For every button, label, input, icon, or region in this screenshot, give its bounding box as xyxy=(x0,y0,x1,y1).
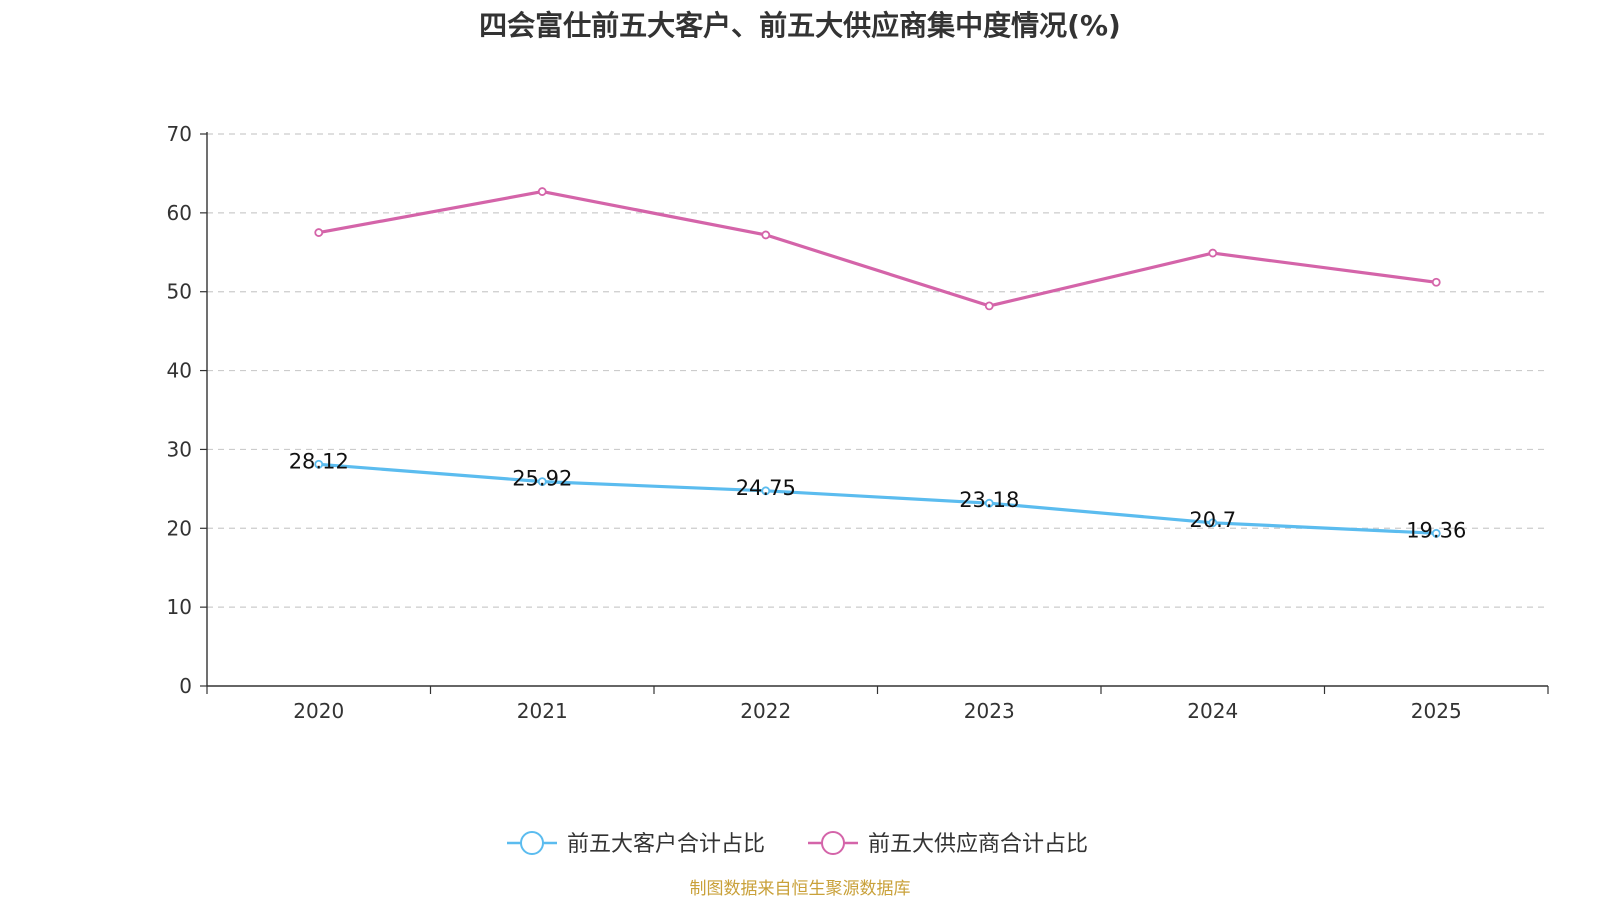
y-tick-label: 20 xyxy=(167,516,192,540)
axes: 0 10 20 30 40 50 60 70 2020 2021 2022 2023 2024 2025 xyxy=(167,122,1549,723)
data-label: 20.7 xyxy=(1189,508,1236,532)
legend-item-1[interactable]: 前五大客户合计占比 xyxy=(507,831,765,857)
legend-item-2[interactable]: 前五大供应商合计占比 xyxy=(808,831,1088,857)
y-tick-label: 40 xyxy=(167,359,192,383)
x-tick-label: 2023 xyxy=(964,699,1015,723)
data-label: 19.36 xyxy=(1406,518,1466,542)
data-label: 25.92 xyxy=(512,467,572,491)
series-1-point xyxy=(1431,528,1441,538)
series-1-point xyxy=(984,498,994,508)
series-1-point xyxy=(1208,518,1218,528)
y-tick-label: 0 xyxy=(179,674,192,698)
series-2-point xyxy=(314,228,324,237)
series-2-point xyxy=(984,301,994,311)
legend-marker-icon xyxy=(821,831,845,855)
series-1-point xyxy=(537,477,547,487)
series-2-point xyxy=(537,187,547,196)
legend[interactable]: 前五大客户合计占比 前五大供应商合计占比 xyxy=(507,831,1088,857)
series-lines xyxy=(314,187,1441,538)
y-tick-label: 50 xyxy=(167,280,192,304)
series-line-2 xyxy=(318,190,1437,308)
y-tick-label: 60 xyxy=(167,201,192,225)
grid-lines xyxy=(207,133,1548,608)
series-2-point xyxy=(761,230,771,240)
chart-title: 四会富仕前五大客户、前五大供应商集中度情况(%) xyxy=(479,9,1121,42)
legend-label: 前五大客户合计占比 xyxy=(567,832,765,857)
x-tick-label: 2025 xyxy=(1411,699,1462,723)
y-tick-label: 10 xyxy=(167,595,192,619)
source-note: 制图数据来自恒生聚源数据库 xyxy=(689,879,911,899)
data-label: 24.75 xyxy=(736,476,796,500)
legend-marker-icon xyxy=(520,831,544,855)
legend-label: 前五大供应商合计占比 xyxy=(868,832,1088,857)
x-tick-label: 2022 xyxy=(740,699,791,723)
x-tick-label: 2020 xyxy=(293,699,344,723)
series-2-point xyxy=(1208,248,1218,258)
series-line-1 xyxy=(318,462,1437,535)
y-tick-label: 70 xyxy=(167,122,192,146)
x-tick-label: 2021 xyxy=(517,699,568,723)
data-labels: 28.12 25.92 24.75 23.18 20.7 19.36 xyxy=(289,449,1467,542)
series-1-point xyxy=(314,459,324,469)
data-label: 28.12 xyxy=(289,449,349,473)
data-label: 23.18 xyxy=(959,488,1019,512)
series-2-point xyxy=(1431,277,1441,287)
y-tick-label: 30 xyxy=(167,437,192,461)
series-1-point xyxy=(761,486,771,496)
x-tick-label: 2024 xyxy=(1187,699,1238,723)
